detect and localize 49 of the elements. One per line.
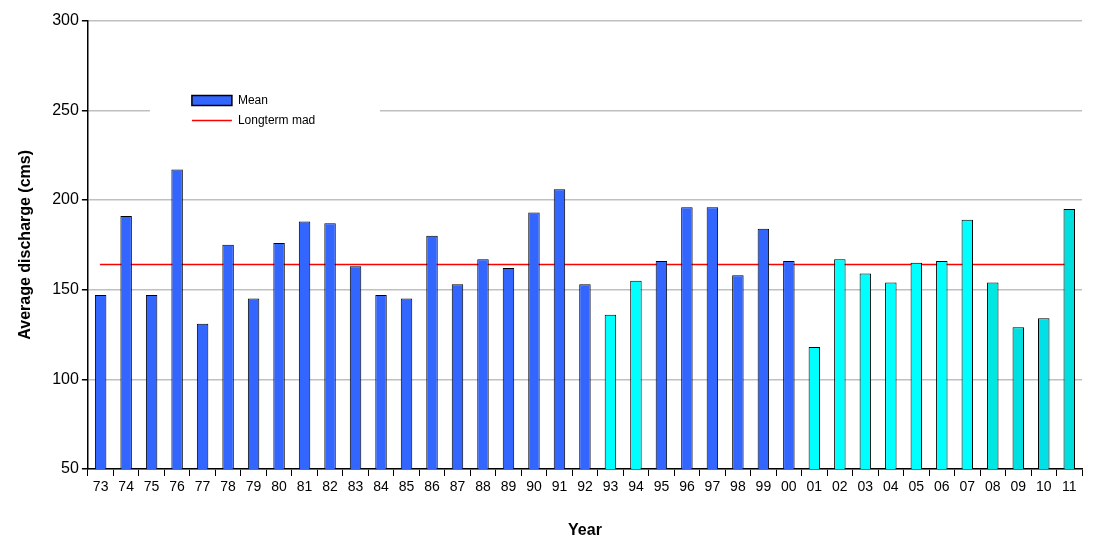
x-tick-label: 73 — [92, 478, 109, 495]
x-axis-title: Year — [568, 520, 602, 538]
x-tick-label: 98 — [730, 478, 746, 495]
y-tick-label: 200 — [52, 190, 79, 208]
x-tick-label: 82 — [322, 478, 339, 495]
x-tick-label: 99 — [755, 478, 772, 495]
x-tick-label: 00 — [781, 478, 797, 495]
x-tick-label: 80 — [271, 478, 288, 495]
x-tick-label: 09 — [1010, 478, 1027, 495]
x-tick-label: 89 — [500, 478, 517, 495]
x-tick-label: 94 — [628, 478, 644, 495]
x-tick-label: 05 — [908, 478, 925, 495]
x-tick-label: 74 — [118, 478, 135, 495]
x-tick-label: 83 — [347, 478, 364, 495]
x-tick-label: 78 — [220, 478, 237, 495]
x-tick-label: 81 — [296, 478, 313, 495]
legend-label: Longterm mad — [237, 112, 316, 127]
y-tick-label: 300 — [52, 11, 79, 29]
x-tick-label: 10 — [1035, 478, 1052, 495]
x-tick-label: 06 — [934, 478, 950, 495]
x-tick-label: 96 — [679, 478, 695, 495]
x-tick-label: 92 — [577, 478, 593, 495]
legend-label: Mean — [237, 92, 268, 107]
x-tick-label: 95 — [653, 478, 670, 495]
x-tick-label: 91 — [551, 478, 568, 495]
y-axis-title: Average discharge (cms) — [16, 149, 34, 340]
x-tick-label: 08 — [985, 478, 1001, 495]
x-tick-label: 07 — [959, 478, 976, 495]
x-tick-label: 97 — [704, 478, 721, 495]
x-tick-label: 03 — [857, 478, 874, 495]
y-tick-label: 100 — [52, 369, 79, 387]
x-tick-label: 90 — [526, 478, 542, 495]
y-tick-label: 50 — [61, 459, 79, 477]
y-tick-label: 150 — [52, 280, 79, 298]
x-tick-label: 11 — [1061, 478, 1077, 495]
x-tick-label: 02 — [832, 478, 848, 495]
x-tick-label: 85 — [398, 478, 415, 495]
x-tick-label: 01 — [806, 478, 823, 495]
x-tick-label: 93 — [602, 478, 619, 495]
x-tick-label: 75 — [143, 478, 160, 495]
x-tick-label: 04 — [883, 478, 899, 495]
x-tick-label: 88 — [475, 478, 491, 495]
y-tick-label: 250 — [52, 100, 79, 118]
x-tick-label: 87 — [449, 478, 466, 495]
x-tick-label: 76 — [169, 478, 186, 495]
x-tick-label: 84 — [373, 478, 390, 495]
x-tick-label: 77 — [194, 478, 211, 495]
x-tick-label: 79 — [245, 478, 262, 495]
x-tick-label: 86 — [424, 478, 441, 495]
